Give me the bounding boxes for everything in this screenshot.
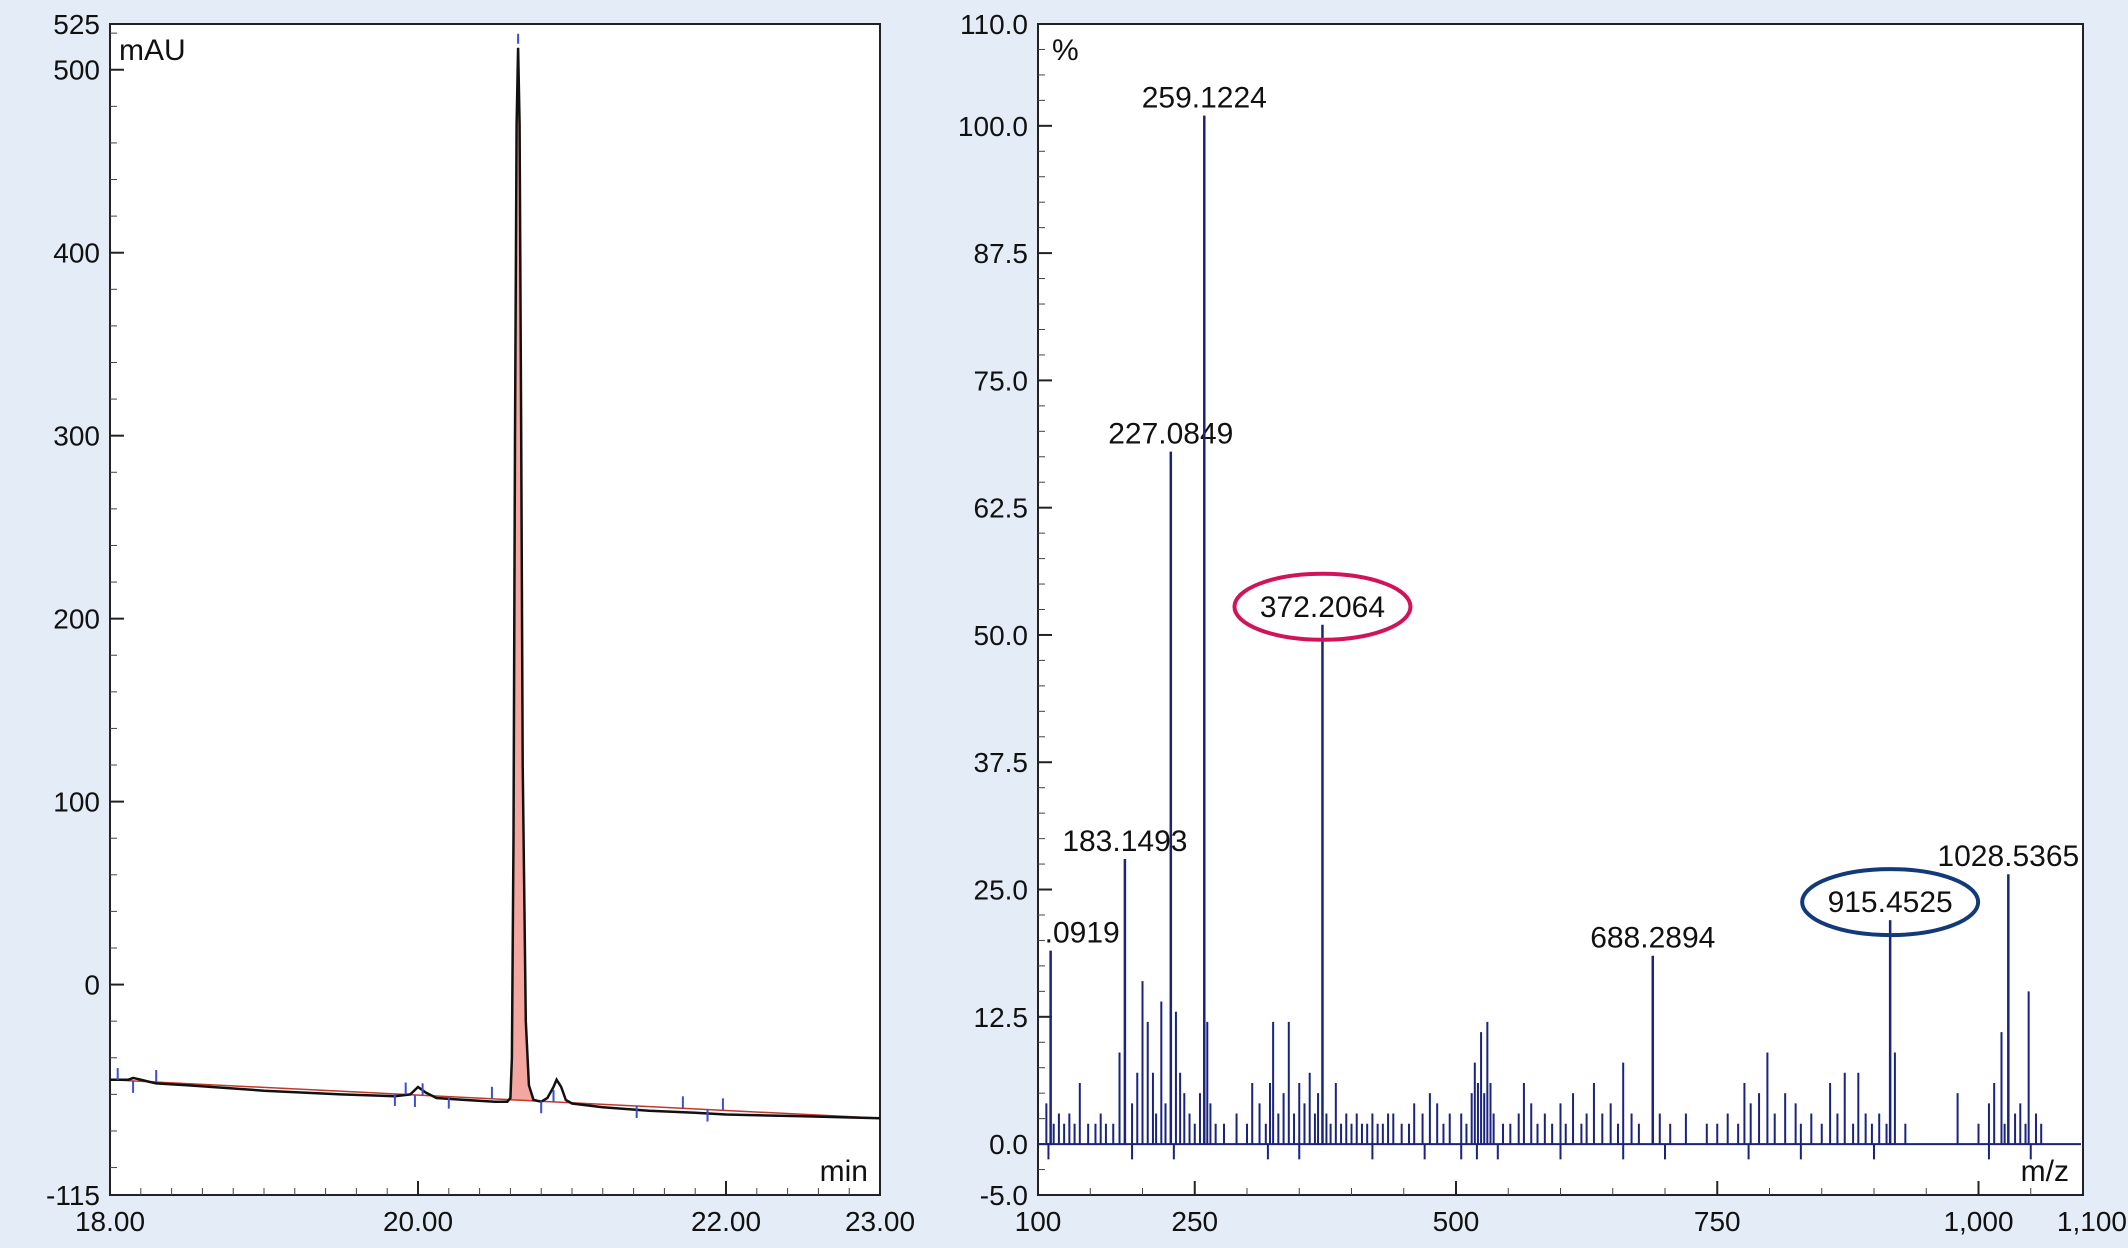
chromatogram-y-tick-label: 100 (53, 787, 100, 818)
mass-spectrum-y-tick-label: 75.0 (974, 365, 1029, 396)
mass-spectrum-x-tick-label: 500 (1433, 1206, 1480, 1237)
peak-label: 259.1224 (1142, 82, 1267, 115)
chromatogram-y-tick-label: 0 (84, 970, 100, 1001)
mass-spectrum-y-tick-label: 110.0 (960, 9, 1028, 40)
mass-spectrum-x-tick-label: 1,000 (1943, 1206, 2013, 1237)
chromatogram-x-tick-label: 20.00 (383, 1206, 453, 1237)
mass-spectrum-x-axis: 100 250 500 750 1,000 1,100 (1015, 1181, 2127, 1237)
chromatogram-ylabel: mAU (119, 34, 186, 67)
chromatogram-x-tick-label: 23.00 (845, 1206, 915, 1237)
chromatogram-y-tick-label: 500 (53, 55, 100, 86)
mass-spectrum-plot-area (1037, 23, 2084, 1196)
chromatogram-plot-area (109, 23, 881, 1196)
chromatogram-y-tick-label: -115 (46, 1180, 100, 1211)
chromatogram-y-tick-label: 300 (53, 421, 100, 452)
below-zero-ticks (1047, 1144, 2032, 1160)
peak-label: 688.2894 (1590, 922, 1715, 955)
highlight-ellipse (1800, 867, 1981, 938)
chromatogram-y-tick-label: 525 (53, 9, 100, 40)
peak-label: 227.0849 (1108, 418, 1233, 451)
mass-spectrum-y-tick-label: 25.0 (974, 875, 1029, 906)
mass-spectrum-x-tick-label: 750 (1694, 1206, 1741, 1237)
chromatogram-panel: -115 0 100 200 300 400 500 525 18.00 20.00 22.00 2… (46, 9, 915, 1237)
mass-spectrum-y-tick-label: 62.5 (974, 493, 1029, 524)
chromatogram-y-tick-label: 200 (53, 604, 100, 635)
chromatogram-y-axis: -115 0 100 200 300 400 500 525 (46, 9, 124, 1211)
peak-label: .0919 (1045, 917, 1120, 950)
mass-spectrum-x-tick-label: 1,100 (2057, 1206, 2127, 1237)
mass-spectrum-y-axis: -5.0 0.0 12.5 25.0 37.5 50.0 62.5 75.0 87.5 100.0… (958, 9, 1052, 1211)
chromatogram-x-axis: 18.00 20.00 22.00 23.00 (75, 1181, 915, 1237)
highlight-ellipse (1232, 571, 1413, 642)
peak-label: 372.2064 (1260, 591, 1385, 624)
integration-baseline (109, 1078, 881, 1119)
mass-spectrum-y-tick-label: 37.5 (974, 747, 1029, 778)
mass-spectrum-y-tick-label: -5.0 (980, 1180, 1028, 1211)
peak-label: 915.4525 (1828, 886, 1953, 919)
labeled-peaks: .0919 183.1493 227.0849 259.1224 372.2064 688… (1045, 82, 2079, 1145)
mass-spectrum-y-tick-label: 0.0 (989, 1129, 1028, 1160)
mass-spectrum-x-tick-label: 100 (1015, 1206, 1062, 1237)
chromatogram-trace (110, 47, 881, 1120)
minor-peaks (1045, 981, 2043, 1145)
mass-spectrum-x-tick-label: 250 (1171, 1206, 1218, 1237)
integration-markers (116, 33, 724, 1122)
chromatogram-xlabel: min (820, 1155, 868, 1188)
chromatogram-x-tick-label: 18.00 (75, 1206, 145, 1237)
mass-spectrum-y-tick-label: 100.0 (958, 111, 1028, 142)
mass-spectrum-y-tick-label: 50.0 (974, 620, 1029, 651)
peak-label: 1028.5365 (1937, 840, 2079, 873)
chromatogram-x-tick-label: 22.00 (691, 1206, 761, 1237)
mass-spectrum-ylabel: % (1052, 34, 1079, 67)
mass-spectrum-xlabel: m/z (2021, 1155, 2069, 1188)
mass-spectrum-panel: -5.00.012.525.037.550.062.575.087.5100.0… (958, 9, 2127, 1237)
peak-label: 183.1493 (1062, 825, 1187, 858)
mass-spectrum-y-tick-label: 12.5 (974, 1002, 1029, 1033)
chromatogram-y-tick-label: 400 (53, 238, 100, 269)
mass-spectrum-y-tick-label: 87.5 (974, 238, 1029, 269)
